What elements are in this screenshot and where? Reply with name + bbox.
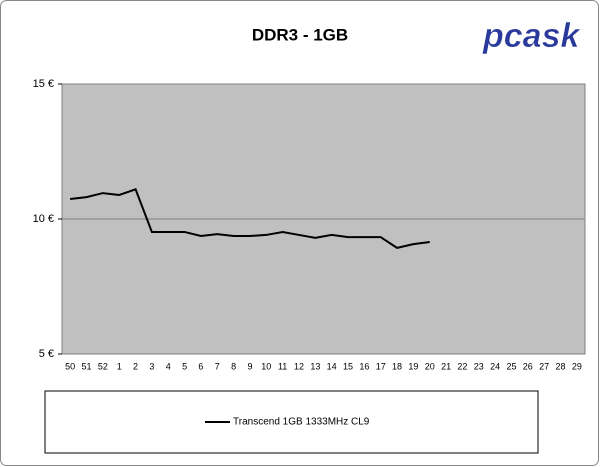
x-tick-label: 3 bbox=[149, 361, 154, 371]
x-tick-label: 26 bbox=[523, 361, 533, 371]
x-tick-label: 15 bbox=[343, 361, 353, 371]
chart-title: DDR3 - 1GB bbox=[252, 25, 348, 44]
x-tick-label: 25 bbox=[506, 361, 516, 371]
x-tick-label: 10 bbox=[261, 361, 271, 371]
legend: Transcend 1GB 1333MHz CL9 bbox=[44, 390, 539, 454]
x-tick-label: 29 bbox=[572, 361, 582, 371]
x-tick-label: 8 bbox=[231, 361, 236, 371]
x-tick-label: 27 bbox=[539, 361, 549, 371]
x-tick-label: 9 bbox=[247, 361, 252, 371]
legend-label: Transcend 1GB 1333MHz CL9 bbox=[233, 417, 370, 428]
y-tick-label: 15 € bbox=[33, 78, 54, 90]
x-tick-label: 51 bbox=[82, 361, 92, 371]
x-tick-label: 1 bbox=[117, 361, 122, 371]
x-tick-label: 5 bbox=[182, 361, 187, 371]
x-tick-label: 23 bbox=[474, 361, 484, 371]
x-tick-label: 4 bbox=[166, 361, 171, 371]
x-tick-label: 19 bbox=[408, 361, 418, 371]
series-line bbox=[70, 188, 430, 249]
x-tick-label: 16 bbox=[359, 361, 369, 371]
logo: pcask bbox=[482, 17, 581, 55]
x-tick-label: 13 bbox=[310, 361, 320, 371]
legend-box bbox=[44, 390, 539, 454]
x-tick-label: 24 bbox=[490, 361, 500, 371]
x-tick-label: 11 bbox=[278, 361, 287, 371]
x-tick-label: 22 bbox=[457, 361, 467, 371]
x-tick-label: 14 bbox=[327, 361, 337, 371]
x-tick-label: 17 bbox=[376, 361, 386, 371]
y-tick-label: 5 € bbox=[39, 348, 54, 360]
x-tick-label: 12 bbox=[294, 361, 304, 371]
x-tick-label: 7 bbox=[215, 361, 220, 371]
x-tick-label: 2 bbox=[133, 361, 138, 371]
x-tick-label: 18 bbox=[392, 361, 402, 371]
x-tick-label: 6 bbox=[198, 361, 203, 371]
y-tick-label: 10 € bbox=[33, 213, 54, 225]
x-tick-label: 20 bbox=[425, 361, 435, 371]
x-tick-label: 52 bbox=[98, 361, 108, 371]
x-tick-label: 28 bbox=[555, 361, 565, 371]
x-tick-label: 50 bbox=[65, 361, 75, 371]
x-tick-label: 21 bbox=[441, 361, 451, 371]
